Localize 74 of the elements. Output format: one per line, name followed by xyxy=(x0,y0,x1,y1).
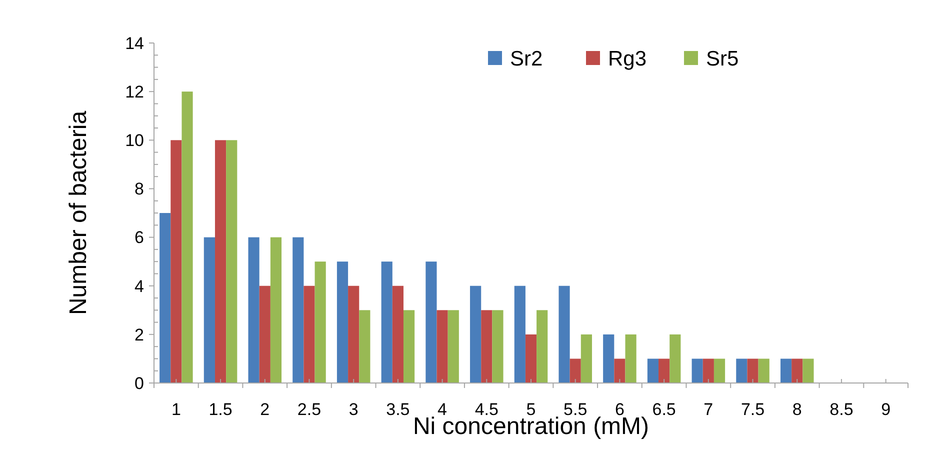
bar xyxy=(348,286,360,383)
y-tick-label: 14 xyxy=(125,34,144,53)
bar xyxy=(558,286,570,383)
x-tick-label: 4.5 xyxy=(474,400,498,419)
bar xyxy=(436,310,448,383)
bar xyxy=(714,358,726,383)
bar xyxy=(226,140,238,383)
bar xyxy=(259,286,270,383)
bar xyxy=(514,286,526,383)
x-tick-label: 2.5 xyxy=(297,400,322,419)
x-tick-label: 6.5 xyxy=(652,400,676,419)
bar xyxy=(182,92,193,383)
bar xyxy=(747,358,758,383)
bar xyxy=(570,358,581,383)
y-axis-title: Number of bacteria xyxy=(65,110,92,316)
x-tick-label: 8 xyxy=(792,400,802,419)
bar xyxy=(170,140,182,383)
y-tick-label: 2 xyxy=(134,325,144,344)
x-tick-label: 3 xyxy=(348,400,358,419)
y-tick-label: 10 xyxy=(125,131,144,150)
bar xyxy=(403,310,415,383)
bar xyxy=(702,358,714,383)
x-tick-label: 3.5 xyxy=(386,400,410,419)
legend-label: Rg3 xyxy=(608,47,647,70)
bar xyxy=(448,310,459,383)
bar xyxy=(359,310,370,383)
x-tick-label: 1.5 xyxy=(208,400,232,419)
y-tick-label: 4 xyxy=(134,276,144,296)
x-tick-label: 5 xyxy=(526,400,536,419)
bar xyxy=(536,310,548,383)
bar xyxy=(692,358,703,383)
legend-label: Sr5 xyxy=(706,47,739,70)
bar xyxy=(481,310,492,383)
bar xyxy=(492,310,504,383)
bar xyxy=(248,237,260,383)
x-tick-label: 5.5 xyxy=(564,400,588,419)
bar xyxy=(625,334,636,383)
x-tick-label: 6 xyxy=(614,400,624,419)
bar xyxy=(426,262,437,383)
bar xyxy=(758,358,770,383)
bar xyxy=(647,358,659,383)
x-tick-label: 1 xyxy=(171,400,181,419)
bar xyxy=(614,358,626,383)
bar xyxy=(525,334,537,383)
bar xyxy=(780,358,792,383)
bar xyxy=(381,262,392,383)
bar xyxy=(802,358,814,383)
x-tick-label: 2 xyxy=(260,400,270,419)
bar xyxy=(292,237,304,383)
x-tick-label: 9 xyxy=(881,400,891,419)
y-tick-label: 8 xyxy=(134,180,144,199)
y-tick-label: 12 xyxy=(125,82,144,102)
bar xyxy=(580,334,592,383)
bar xyxy=(304,286,315,383)
bar xyxy=(314,262,326,383)
legend-label: Sr2 xyxy=(510,47,543,70)
bar xyxy=(470,286,482,383)
y-tick-label: 0 xyxy=(134,374,144,393)
x-tick-label: 8.5 xyxy=(830,400,854,419)
bar xyxy=(204,237,215,383)
bar xyxy=(658,358,670,383)
y-tick-label: 6 xyxy=(134,228,144,248)
bar xyxy=(392,286,404,383)
bar xyxy=(270,237,282,383)
bar xyxy=(603,334,614,383)
x-tick-label: 4 xyxy=(438,400,448,419)
bar xyxy=(214,140,226,383)
bar xyxy=(736,358,748,383)
bar xyxy=(792,358,803,383)
bar xyxy=(336,262,348,383)
bar xyxy=(670,334,681,383)
x-tick-label: 7.5 xyxy=(740,400,765,419)
bar xyxy=(160,213,171,383)
x-tick-label: 7 xyxy=(704,400,714,419)
